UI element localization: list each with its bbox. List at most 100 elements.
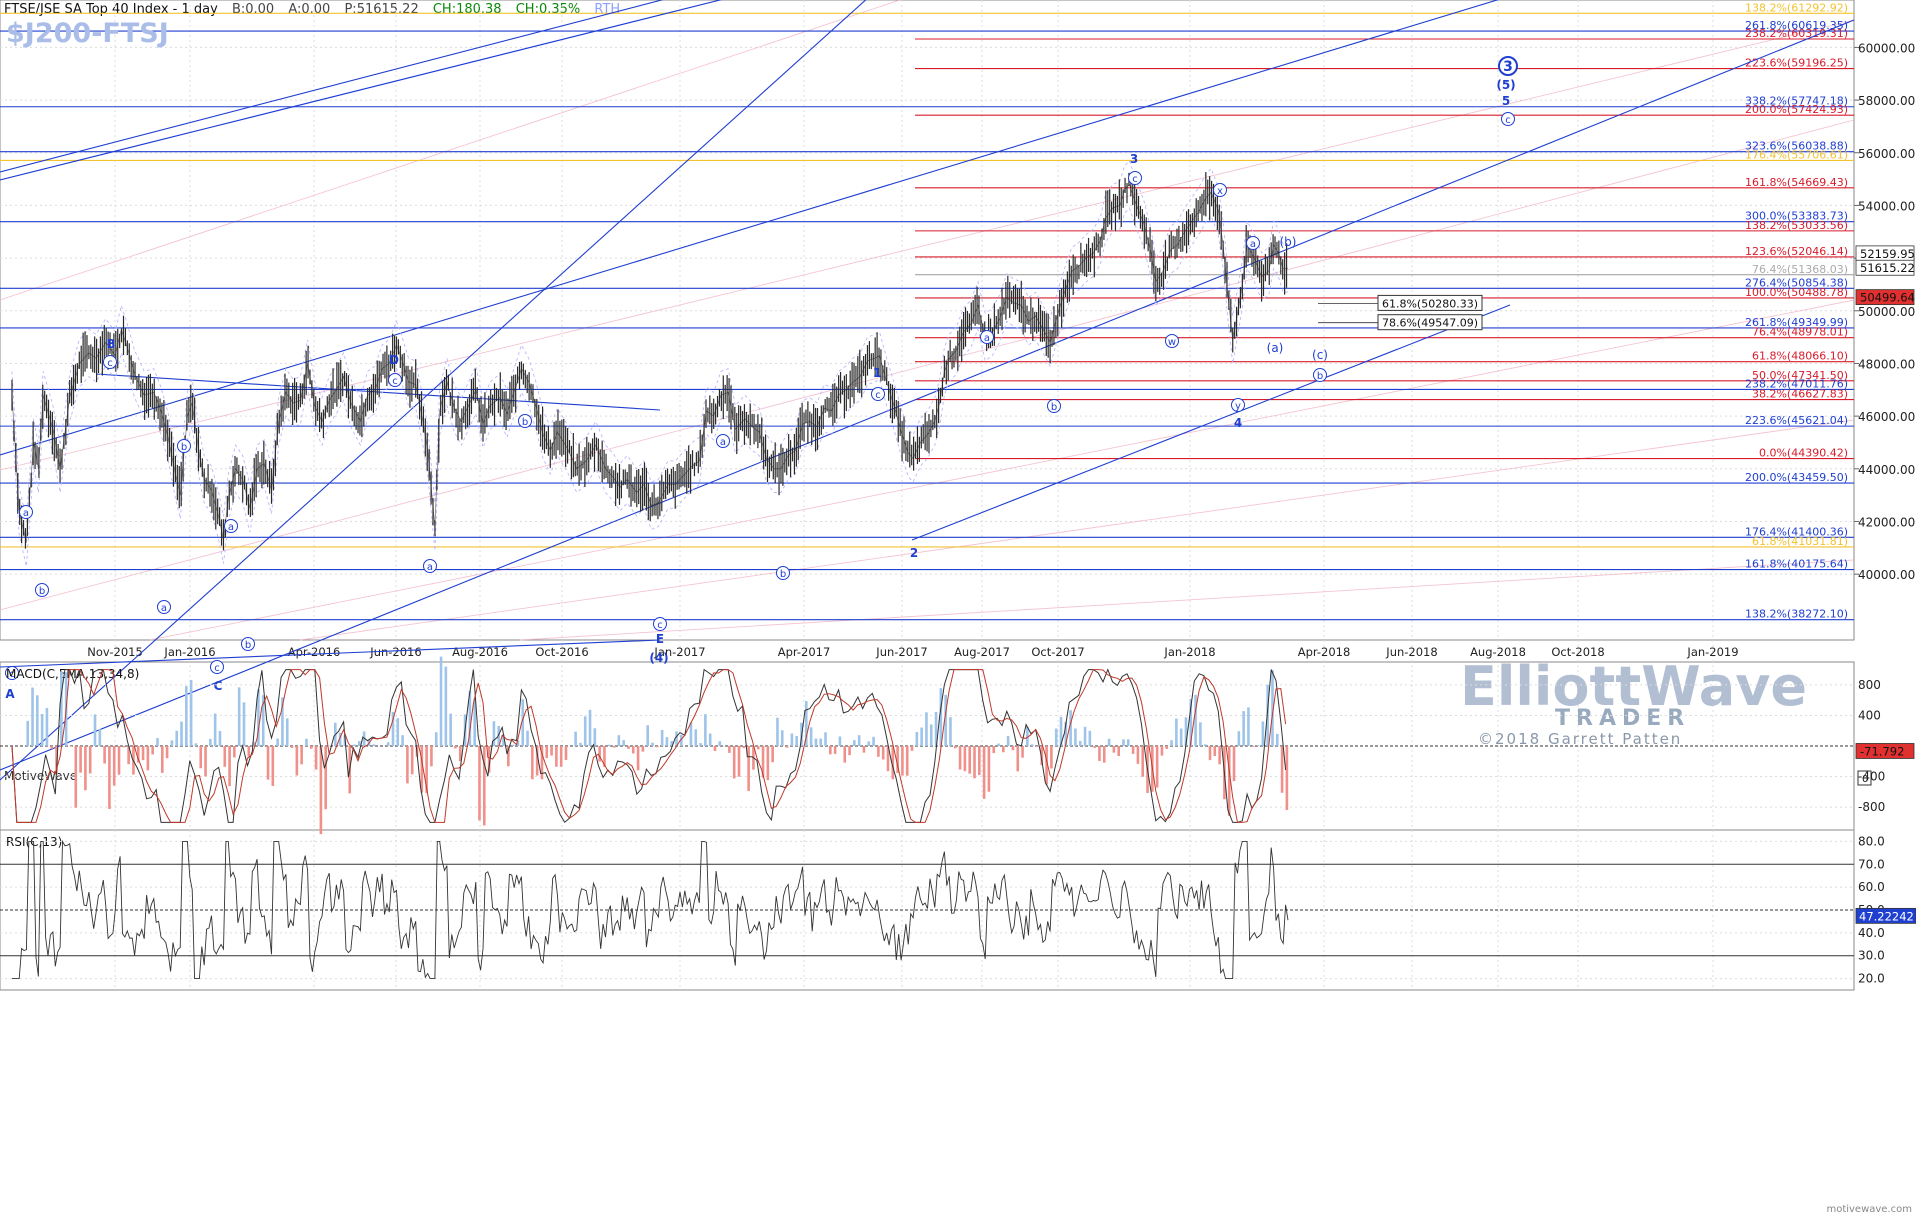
macd-hist-bar bbox=[905, 746, 909, 776]
macd-hist-bar bbox=[223, 746, 227, 767]
wave-label-a: a bbox=[228, 522, 234, 533]
macd-hist-bar bbox=[1160, 746, 1164, 756]
macd-hist-bar bbox=[550, 746, 553, 756]
wave-circle bbox=[35, 583, 49, 597]
symbol-watermark: $J200-FTSJ bbox=[6, 18, 169, 49]
macd-hist-bar bbox=[430, 746, 433, 767]
wave-label: (c) bbox=[1312, 348, 1328, 362]
macd-hist-bar bbox=[742, 746, 746, 749]
macd-hist-bar bbox=[40, 713, 44, 746]
macd-hist-bar bbox=[242, 702, 246, 746]
wave-circle bbox=[1165, 334, 1179, 348]
price-marker-label: 50499.64 bbox=[1860, 291, 1915, 305]
wave-label: 4 bbox=[1234, 416, 1242, 430]
macd-hist-bar bbox=[175, 730, 179, 746]
macd-hist-bar bbox=[574, 731, 577, 746]
trend-line bbox=[0, 0, 867, 781]
macd-hist-bar bbox=[1251, 746, 1255, 747]
macd-hist-bar bbox=[1280, 746, 1284, 793]
rsi-tick-label: 30.0 bbox=[1858, 949, 1885, 963]
macd-hist-bar bbox=[185, 686, 188, 746]
macd-hist-bar bbox=[1117, 746, 1120, 756]
macd-hist-bar bbox=[300, 746, 303, 765]
macd-hist-bar bbox=[266, 746, 270, 780]
macd-hist-bar bbox=[1088, 730, 1092, 746]
macd-hist-bar bbox=[766, 746, 770, 781]
macd-hist-bar bbox=[915, 732, 919, 746]
fib-label: 300.0%(53383.73) bbox=[1745, 210, 1848, 223]
wave-circle bbox=[423, 559, 437, 573]
fib-label: 76.4%(51368.03) bbox=[1752, 263, 1848, 276]
macd-last-marker bbox=[1855, 743, 1915, 759]
fan-line bbox=[299, 419, 1855, 641]
price-marker bbox=[1855, 259, 1915, 276]
macd-hist-bar bbox=[728, 746, 731, 753]
macd-hist-bar bbox=[194, 743, 198, 746]
macd-hist-bar bbox=[833, 746, 837, 754]
macd-hist-bar bbox=[732, 746, 736, 779]
macd-hist-bar bbox=[79, 746, 82, 773]
macd-hist-bar bbox=[218, 731, 222, 746]
wave-circle bbox=[518, 414, 532, 428]
wave-label-x: x bbox=[1217, 186, 1223, 197]
envelope-lower bbox=[11, 207, 1289, 567]
macd-hist-bar bbox=[372, 744, 376, 746]
macd-hist-bar bbox=[319, 746, 323, 835]
macd-hist-bar bbox=[929, 724, 933, 746]
macd-hist-bar bbox=[213, 713, 217, 746]
wave-circle bbox=[157, 600, 171, 614]
macd-hist-bar bbox=[771, 746, 774, 763]
macd-hist-bar bbox=[958, 746, 962, 770]
site-watermark: motivewave.com bbox=[1826, 1204, 1912, 1215]
time-tick-label: Apr-2017 bbox=[778, 645, 831, 659]
macd-hist-bar bbox=[1026, 726, 1029, 746]
macd-hist-bar bbox=[824, 732, 827, 746]
macd-hist-bar bbox=[338, 732, 342, 746]
macd-hist-bar bbox=[507, 746, 510, 767]
macd-hist-bar bbox=[108, 746, 111, 809]
wave-label-b: b bbox=[39, 586, 45, 597]
macd-hist-bar bbox=[88, 746, 92, 774]
rsi-tick-label: 20.0 bbox=[1858, 972, 1885, 986]
macd-hist-bar bbox=[209, 738, 212, 746]
macd-hist-bar bbox=[1083, 726, 1087, 746]
macd-hist-bar bbox=[1141, 746, 1145, 777]
macd-hist-bar bbox=[1045, 746, 1048, 785]
wave-circle bbox=[1128, 171, 1142, 185]
macd-hist-bar bbox=[1213, 746, 1217, 756]
macd-hist-bar bbox=[396, 718, 400, 746]
macd-hist-bar bbox=[434, 732, 438, 746]
macd-hist-bar bbox=[756, 746, 760, 750]
macd-hist-bar bbox=[117, 746, 121, 775]
macd-hist-bar bbox=[694, 729, 698, 746]
macd-hist-bar bbox=[1275, 733, 1279, 746]
macd-hist-bar bbox=[631, 746, 635, 754]
fan-line bbox=[0, 0, 901, 301]
macd-hist-bar bbox=[747, 746, 750, 791]
macd-hist-bar bbox=[656, 746, 659, 748]
fib-label: 161.8%(40175.64) bbox=[1745, 558, 1848, 571]
wave-circle bbox=[19, 505, 33, 519]
macd-hist-bar bbox=[1011, 746, 1015, 751]
macd-signal-line bbox=[11, 669, 1287, 823]
macd-hist-bar bbox=[281, 697, 284, 746]
macd-hist-bar bbox=[925, 712, 928, 746]
fib-box-label: 78.6%(49547.09) bbox=[1382, 317, 1478, 330]
macd-hist-bar bbox=[708, 733, 712, 746]
macd-hist-bar bbox=[526, 730, 529, 746]
fib-label: 176.4%(41400.36) bbox=[1745, 525, 1848, 538]
macd-hist-bar bbox=[819, 738, 823, 746]
macd-hist-bar bbox=[276, 738, 279, 746]
macd-hist-bar bbox=[449, 713, 452, 746]
fib-label: 138.2%(61292.92) bbox=[1745, 1, 1848, 14]
fan-line bbox=[519, 559, 1855, 641]
price-tick-label: 54000.00 bbox=[1858, 199, 1915, 213]
fib-label: 61.8%(48066.10) bbox=[1752, 350, 1848, 363]
macd-hist-bar bbox=[1074, 728, 1077, 746]
macd-hist-bar bbox=[1165, 746, 1169, 749]
price-marker-label: 51615.22 bbox=[1860, 261, 1915, 275]
wave-label-a: a bbox=[1250, 239, 1256, 250]
macd-hist-bar bbox=[718, 741, 722, 746]
